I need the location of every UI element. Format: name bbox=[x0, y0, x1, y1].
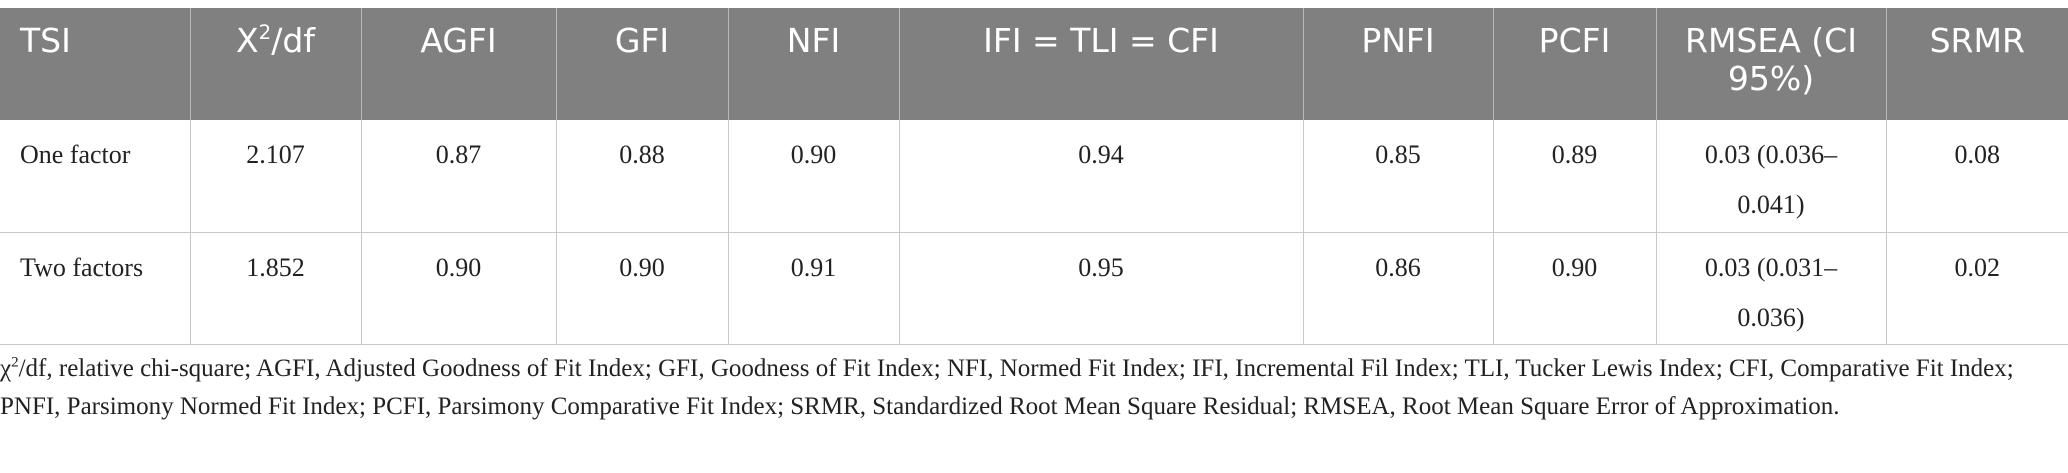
fit-indices-table-container: TSI X2/df AGFI GFI NFI IFI = TLI = CFI P… bbox=[0, 8, 2068, 345]
header-cell: GFI bbox=[555, 8, 728, 120]
fit-indices-table: TSI X2/df AGFI GFI NFI IFI = TLI = CFI P… bbox=[0, 8, 2068, 345]
table-row: Two factors 1.852 0.90 0.90 0.91 0.95 0.… bbox=[0, 232, 2068, 345]
table-cell: 0.89 bbox=[1492, 120, 1656, 233]
table-cell: 0.90 bbox=[555, 232, 728, 345]
table-footnote: χ2/df, relative chi-square; AGFI, Adjust… bbox=[0, 350, 2060, 426]
table-cell: 0.08 bbox=[1885, 120, 2068, 233]
table-cell: 0.95 bbox=[898, 232, 1303, 345]
footnote-text: /df, relative chi-square; AGFI, Adjusted… bbox=[0, 355, 2014, 420]
table-cell: 1.852 bbox=[189, 232, 361, 345]
table-row: One factor 2.107 0.87 0.88 0.90 0.94 0.8… bbox=[0, 120, 2068, 233]
footnote-chi-symbol: χ bbox=[0, 355, 12, 382]
header-cell: TSI bbox=[0, 8, 190, 120]
table-cell: 0.87 bbox=[360, 120, 556, 233]
header-cell: PCFI bbox=[1492, 8, 1656, 120]
table-cell: 2.107 bbox=[189, 120, 361, 233]
table-cell: 0.91 bbox=[727, 232, 899, 345]
header-cell: NFI bbox=[727, 8, 899, 120]
header-row: TSI X2/df AGFI GFI NFI IFI = TLI = CFI P… bbox=[0, 8, 2068, 120]
table-cell: 0.94 bbox=[898, 120, 1303, 233]
table-cell: 0.03 (0.031–0.036) bbox=[1655, 232, 1886, 345]
table-cell: 0.90 bbox=[727, 120, 899, 233]
header-cell-chi-square-df: X2/df bbox=[189, 8, 361, 120]
footnote-superscript: 2 bbox=[11, 354, 19, 371]
table-cell: 0.02 bbox=[1885, 232, 2068, 345]
table-cell: 0.90 bbox=[360, 232, 556, 345]
header-cell: AGFI bbox=[360, 8, 556, 120]
header-cell: PNFI bbox=[1302, 8, 1493, 120]
table-cell: 0.90 bbox=[1492, 232, 1656, 345]
header-cell: SRMR bbox=[1885, 8, 2068, 120]
header-cell: RMSEA (CI 95%) bbox=[1655, 8, 1886, 120]
header-cell: IFI = TLI = CFI bbox=[898, 8, 1303, 120]
row-label: Two factors bbox=[0, 232, 190, 345]
row-label: One factor bbox=[0, 120, 190, 233]
table-cell: 0.86 bbox=[1302, 232, 1493, 345]
table-cell: 0.88 bbox=[555, 120, 728, 233]
table-cell: 0.85 bbox=[1302, 120, 1493, 233]
table-cell: 0.03 (0.036–0.041) bbox=[1655, 120, 1886, 233]
